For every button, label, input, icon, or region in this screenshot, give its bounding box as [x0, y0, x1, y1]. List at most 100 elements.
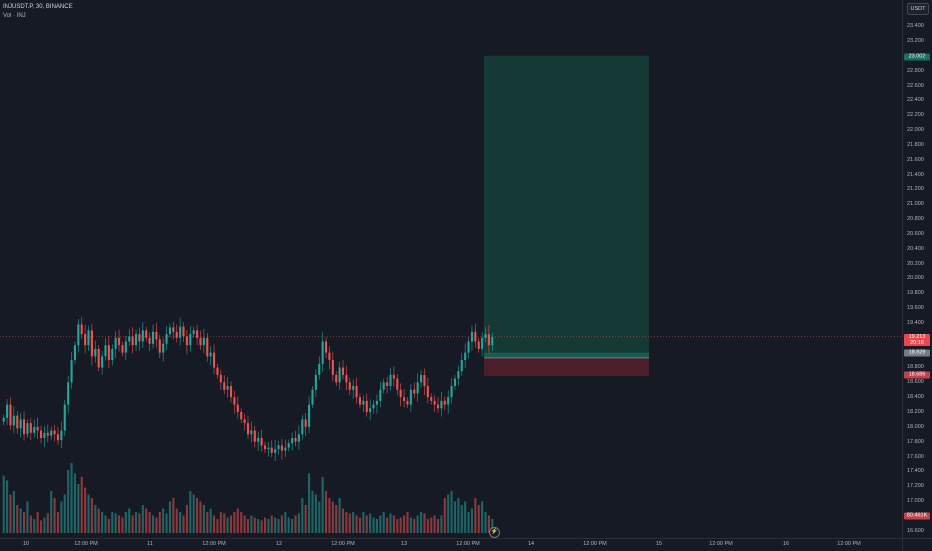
price-tick-label: 18.000	[907, 423, 924, 430]
volume-bar	[148, 512, 151, 533]
price-axis[interactable]: USDT 23.400 23.200 22.800 22.600 22.400 22.20…	[902, 0, 932, 538]
chart-canvas[interactable]	[0, 0, 902, 538]
volume-bar	[158, 512, 161, 533]
volume-bar	[50, 491, 53, 533]
volume-bar	[189, 491, 192, 533]
volume-bar	[87, 494, 90, 533]
volume-bar	[26, 501, 29, 533]
volume-bar	[118, 515, 121, 533]
target-zone-filled	[484, 352, 649, 358]
price-tick-label: 18.600	[907, 379, 924, 386]
bar-countdown: 20:16	[910, 340, 924, 346]
candle-body	[175, 331, 178, 338]
candle-body	[185, 336, 188, 346]
price-tick-label: 17.800	[907, 438, 924, 445]
volume-bar	[392, 515, 395, 533]
candle-body	[308, 404, 311, 427]
candle-body	[392, 374, 395, 379]
volume-bar	[70, 463, 73, 533]
price-tick-label: 21.400	[907, 171, 924, 178]
candle-body	[409, 389, 412, 405]
volume-bar	[477, 505, 480, 533]
candle-body	[107, 345, 110, 361]
candle-body	[406, 400, 409, 405]
volume-bar	[321, 477, 324, 533]
candle-body	[97, 348, 100, 368]
volume-bar	[151, 515, 155, 533]
price-tick-label: 21.600	[907, 156, 924, 163]
volume-bar	[287, 517, 290, 533]
candle-body	[372, 404, 375, 409]
volume-bar	[162, 508, 165, 533]
volume-bar	[314, 494, 317, 533]
volume-bar	[223, 513, 226, 533]
price-tick-label: 21.000	[907, 201, 924, 208]
volume-bar	[6, 480, 9, 533]
current-price-badge: 19.213 20:16	[904, 334, 930, 346]
currency-button[interactable]: USDT	[907, 3, 929, 15]
volume-bar	[324, 491, 328, 533]
candle-body	[70, 360, 73, 383]
chart-pane[interactable]: INJUSDT.P, 30, BINANCE Vol · INJ ⚡	[0, 0, 902, 538]
candle-body	[277, 445, 280, 450]
candle-body	[165, 334, 168, 344]
candle-body	[491, 337, 494, 346]
volume-bar	[352, 512, 355, 533]
candle-body	[413, 389, 416, 394]
candle-body	[56, 434, 60, 441]
volume-bar	[185, 505, 188, 533]
price-tick-label: 20.600	[907, 230, 924, 237]
volume-bar	[168, 501, 172, 533]
volume-bar	[294, 515, 297, 533]
candle-body	[389, 374, 392, 387]
candle-body	[253, 430, 256, 442]
volume-bar	[396, 519, 399, 533]
volume-bar	[29, 515, 32, 533]
volume-bar	[145, 508, 148, 533]
stop-price-badge: 18.686	[904, 371, 930, 379]
time-tick-label: 12:00 PM	[583, 541, 607, 547]
time-axis[interactable]: 10 12:00 PM 11 12:00 PM 12 12:00 PM 13 12:00 PM…	[0, 538, 902, 551]
volume-bar	[73, 473, 77, 533]
candle-body	[53, 430, 56, 435]
candle-body	[141, 330, 144, 342]
chart-legend: INJUSDT.P, 30, BINANCE Vol · INJ	[3, 3, 73, 21]
candle-body	[403, 397, 406, 401]
candle-body	[440, 400, 443, 409]
time-tick-label: 12:00 PM	[456, 541, 480, 547]
candle-body	[216, 367, 219, 375]
volume-bar	[250, 515, 253, 533]
volume-bar	[155, 517, 158, 533]
volume-bar	[301, 498, 304, 533]
candle-body	[419, 374, 423, 383]
volume-indicator-label[interactable]: Vol · INJ	[3, 13, 26, 19]
candle-body	[118, 337, 121, 346]
volume-bar	[121, 517, 124, 533]
volume-bar	[375, 519, 378, 533]
candle-body	[206, 337, 209, 357]
candle-body	[111, 348, 114, 361]
volume-bar	[196, 498, 199, 533]
time-tick-label: 10	[22, 541, 30, 547]
candle-body	[375, 400, 378, 405]
volume-bar	[2, 475, 5, 533]
candle-body	[148, 337, 151, 344]
candle-body	[155, 331, 158, 340]
volume-bar	[464, 501, 467, 533]
volume-bar	[348, 513, 351, 533]
price-tick-label: 21.800	[907, 141, 924, 148]
candle-body	[67, 382, 70, 405]
candle-body	[162, 343, 165, 353]
volume-bar	[433, 515, 436, 533]
volume-bar	[403, 515, 406, 533]
candle-body	[6, 404, 9, 418]
candle-body	[447, 397, 450, 405]
candle-body	[318, 363, 321, 375]
volume-bar	[94, 505, 97, 533]
alert-icon[interactable]: ⚡	[489, 527, 500, 538]
volume-bar	[338, 498, 341, 533]
candle-body	[284, 447, 287, 451]
symbol-label[interactable]: INJUSDT.P, 30, BINANCE	[3, 4, 73, 10]
volume-bar	[141, 505, 144, 533]
price-tick-label: 23.400	[907, 23, 924, 30]
